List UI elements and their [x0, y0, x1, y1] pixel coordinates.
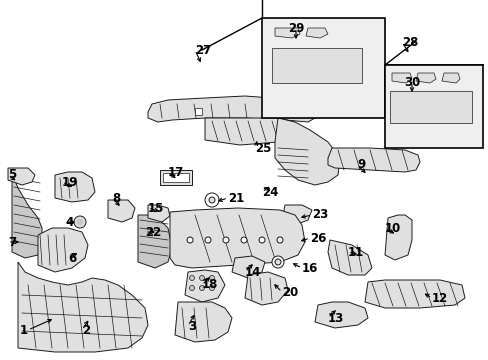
Polygon shape	[305, 28, 327, 38]
Text: 14: 14	[244, 266, 261, 279]
Text: 22: 22	[145, 225, 161, 238]
Text: 4: 4	[65, 216, 73, 229]
Polygon shape	[184, 270, 224, 302]
Circle shape	[77, 219, 83, 225]
Polygon shape	[195, 108, 202, 115]
Polygon shape	[271, 48, 361, 83]
Text: 24: 24	[262, 185, 278, 198]
Circle shape	[199, 285, 204, 291]
Bar	[262, 18, 384, 118]
Text: 18: 18	[202, 279, 218, 292]
Polygon shape	[160, 170, 192, 185]
Text: 26: 26	[309, 231, 325, 244]
Polygon shape	[441, 73, 459, 83]
Text: 5: 5	[8, 168, 16, 181]
Polygon shape	[8, 168, 35, 185]
Text: 12: 12	[431, 292, 447, 305]
Text: 2: 2	[82, 324, 90, 337]
Circle shape	[208, 197, 215, 203]
Text: 15: 15	[148, 202, 164, 215]
Circle shape	[274, 259, 281, 265]
Text: 27: 27	[195, 44, 211, 57]
Polygon shape	[12, 175, 42, 258]
Polygon shape	[38, 228, 88, 272]
Text: 10: 10	[384, 221, 401, 234]
Circle shape	[186, 237, 193, 243]
Polygon shape	[314, 302, 367, 328]
Text: 8: 8	[112, 192, 120, 204]
Circle shape	[204, 237, 210, 243]
Bar	[384, 65, 482, 148]
Text: 20: 20	[282, 285, 298, 298]
Polygon shape	[274, 28, 299, 38]
Circle shape	[209, 275, 214, 280]
Circle shape	[209, 285, 214, 291]
Polygon shape	[364, 280, 464, 308]
Circle shape	[259, 237, 264, 243]
Polygon shape	[175, 302, 231, 342]
Polygon shape	[148, 96, 317, 122]
Circle shape	[199, 275, 204, 280]
Text: 9: 9	[356, 158, 365, 171]
Text: 19: 19	[62, 175, 78, 189]
Circle shape	[223, 237, 228, 243]
Polygon shape	[389, 91, 471, 123]
Polygon shape	[244, 272, 287, 305]
Circle shape	[271, 256, 284, 268]
Text: 6: 6	[68, 252, 76, 265]
Polygon shape	[138, 215, 172, 268]
Text: 28: 28	[401, 36, 418, 49]
Polygon shape	[170, 208, 305, 268]
Polygon shape	[148, 205, 170, 222]
Text: 3: 3	[187, 320, 196, 333]
Polygon shape	[231, 256, 264, 278]
Circle shape	[189, 285, 194, 291]
Circle shape	[74, 216, 86, 228]
Text: 21: 21	[227, 192, 244, 204]
Text: 30: 30	[403, 76, 419, 89]
Text: 23: 23	[311, 208, 327, 221]
Text: 16: 16	[302, 261, 318, 274]
Circle shape	[241, 237, 246, 243]
Polygon shape	[55, 172, 95, 202]
Polygon shape	[282, 205, 311, 225]
Polygon shape	[18, 262, 148, 352]
Polygon shape	[384, 215, 411, 260]
Text: 13: 13	[327, 311, 344, 324]
Text: 17: 17	[168, 166, 184, 179]
Polygon shape	[415, 73, 435, 83]
Text: 11: 11	[347, 246, 364, 258]
Polygon shape	[327, 240, 371, 275]
Text: 7: 7	[8, 235, 16, 248]
Polygon shape	[204, 118, 294, 145]
Polygon shape	[391, 73, 411, 83]
Polygon shape	[274, 118, 339, 185]
Circle shape	[204, 193, 219, 207]
Text: 29: 29	[287, 22, 304, 35]
Text: 25: 25	[254, 141, 271, 154]
Circle shape	[276, 237, 283, 243]
Polygon shape	[163, 173, 189, 182]
Text: 1: 1	[20, 324, 28, 337]
Polygon shape	[108, 200, 135, 222]
Polygon shape	[327, 148, 419, 172]
Circle shape	[189, 275, 194, 280]
